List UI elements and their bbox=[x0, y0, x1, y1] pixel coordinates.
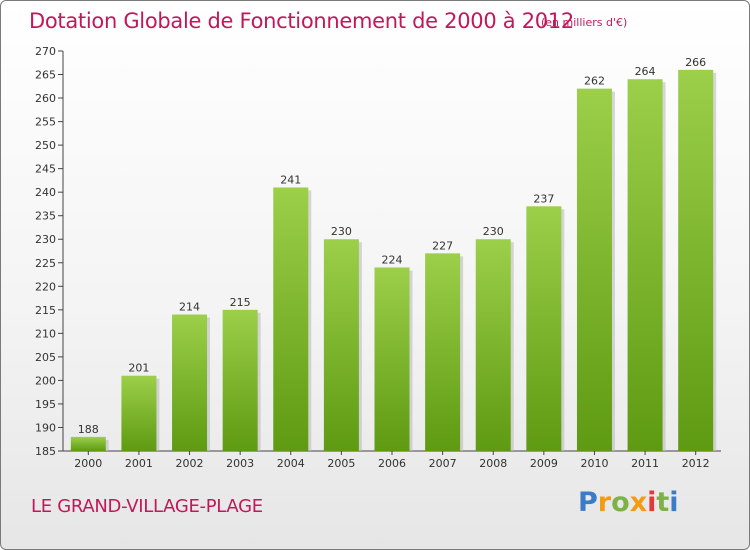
x-tick-label: 2002 bbox=[176, 457, 204, 470]
data-label: 264 bbox=[635, 65, 656, 78]
y-tick-label: 270 bbox=[35, 45, 56, 58]
bar-2000 bbox=[70, 436, 106, 451]
data-label: 215 bbox=[230, 296, 251, 309]
logo-letter: o bbox=[611, 487, 630, 518]
data-label: 188 bbox=[78, 423, 99, 436]
proxiti-logo[interactable]: Proxiti bbox=[578, 487, 679, 518]
y-tick-label: 240 bbox=[35, 186, 56, 199]
bar-2009 bbox=[526, 206, 562, 451]
data-label: 227 bbox=[432, 239, 453, 252]
y-tick-label: 195 bbox=[35, 398, 56, 411]
x-tick-label: 2008 bbox=[479, 457, 507, 470]
bar-2012 bbox=[678, 69, 714, 451]
place-name: LE GRAND-VILLAGE-PLAGE bbox=[31, 496, 263, 517]
x-tick-label: 2003 bbox=[226, 457, 254, 470]
bar-2010 bbox=[576, 88, 612, 451]
x-tick-label: 2007 bbox=[429, 457, 457, 470]
data-label: 224 bbox=[382, 253, 403, 266]
bar-2003 bbox=[222, 309, 258, 451]
x-tick-label: 2006 bbox=[378, 457, 406, 470]
bar-2005 bbox=[323, 239, 359, 451]
bar-2006 bbox=[374, 267, 410, 451]
bar-2011 bbox=[627, 79, 663, 451]
data-label: 237 bbox=[533, 192, 554, 205]
data-label: 241 bbox=[280, 173, 301, 186]
data-label: 230 bbox=[331, 225, 352, 238]
chart-subtitle: (en milliers d'€) bbox=[541, 16, 628, 29]
data-label: 230 bbox=[483, 225, 504, 238]
y-tick-label: 230 bbox=[35, 233, 56, 246]
y-tick-label: 255 bbox=[35, 116, 56, 129]
logo-letter: t bbox=[656, 487, 670, 518]
y-tick-label: 200 bbox=[35, 374, 56, 387]
logo-letter: i bbox=[647, 487, 657, 518]
y-tick-label: 185 bbox=[35, 445, 56, 458]
y-tick-label: 225 bbox=[35, 257, 56, 270]
y-tick-label: 210 bbox=[35, 327, 56, 340]
y-tick-label: 215 bbox=[35, 304, 56, 317]
y-tick-label: 260 bbox=[35, 92, 56, 105]
x-tick-label: 2001 bbox=[125, 457, 153, 470]
x-tick-label: 2004 bbox=[277, 457, 305, 470]
data-label: 214 bbox=[179, 301, 200, 314]
x-tick-label: 2012 bbox=[682, 457, 710, 470]
data-label: 201 bbox=[128, 362, 149, 375]
logo-letter: x bbox=[629, 487, 648, 518]
logo-letter: r bbox=[597, 487, 612, 518]
bar-2007 bbox=[425, 253, 461, 451]
y-tick-label: 245 bbox=[35, 163, 56, 176]
data-label: 262 bbox=[584, 75, 605, 88]
bar-2002 bbox=[172, 314, 208, 451]
chart-title: Dotation Globale de Fonctionnement de 20… bbox=[29, 9, 574, 33]
x-tick-label: 2010 bbox=[580, 457, 608, 470]
x-tick-label: 2009 bbox=[530, 457, 558, 470]
y-tick-label: 265 bbox=[35, 69, 56, 82]
logo-letter: i bbox=[669, 487, 679, 518]
x-tick-label: 2005 bbox=[327, 457, 355, 470]
x-tick-label: 2011 bbox=[631, 457, 659, 470]
data-label: 266 bbox=[685, 56, 706, 69]
labels-layer: 188 201 214 215 241 230 224 227 230 237 262 264 266 bbox=[78, 56, 706, 436]
y-tick-label: 190 bbox=[35, 421, 56, 434]
bar-2008 bbox=[475, 239, 511, 451]
x-tick-label: 2000 bbox=[74, 457, 102, 470]
axis-layer: 185 190 195 200 205 210 215 220 225 230 235 240 245 2… bbox=[35, 45, 721, 470]
y-tick-label: 220 bbox=[35, 280, 56, 293]
bar-2001 bbox=[121, 375, 157, 451]
logo-letter: P bbox=[578, 487, 598, 518]
y-tick-label: 235 bbox=[35, 210, 56, 223]
bars-layer bbox=[70, 69, 717, 451]
bar-2004 bbox=[273, 187, 309, 451]
y-tick-label: 250 bbox=[35, 139, 56, 152]
y-tick-label: 205 bbox=[35, 351, 56, 364]
